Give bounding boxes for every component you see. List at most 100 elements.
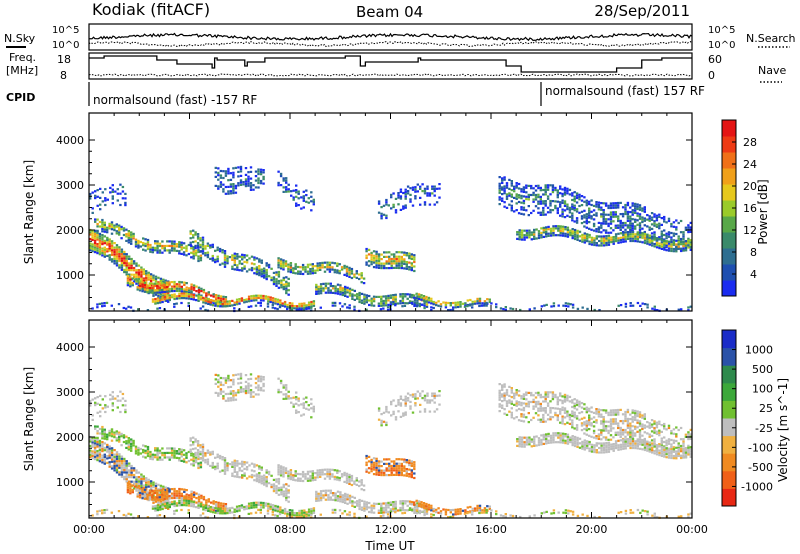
power-cell	[168, 244, 171, 247]
power-cell	[375, 255, 378, 258]
power-cell	[96, 234, 99, 237]
power-cell	[353, 298, 356, 301]
velocity-cell	[226, 464, 229, 467]
power-cell	[370, 302, 373, 305]
power-cell	[339, 286, 342, 289]
power-cell	[612, 211, 615, 214]
power-cell	[279, 184, 283, 187]
power-cell	[569, 231, 572, 234]
velocity-cell	[417, 502, 421, 505]
velocity-cell	[559, 399, 562, 402]
power-cell	[398, 255, 401, 258]
power-cell	[216, 302, 220, 305]
velocity-cell	[534, 405, 538, 408]
power-cell	[561, 195, 564, 198]
velocity-cell	[439, 512, 443, 515]
velocity-cell	[223, 461, 227, 464]
power-cell	[99, 208, 102, 211]
velocity-cell	[166, 502, 169, 505]
power-cell	[498, 176, 501, 179]
power-cell	[356, 293, 359, 296]
power-cell	[175, 249, 179, 252]
power-cell	[650, 223, 654, 226]
power-cell	[115, 248, 119, 251]
velocity-cell	[159, 500, 163, 503]
power-cell	[403, 262, 406, 265]
velocity-cell	[188, 496, 191, 499]
velocity-cell	[544, 411, 547, 414]
power-cell	[602, 218, 605, 221]
velocity-cell	[397, 410, 400, 413]
power-cell	[595, 237, 598, 240]
power-cell	[546, 211, 550, 214]
velocity-cell	[159, 491, 163, 494]
power-cell	[244, 182, 248, 185]
velocity-cell	[245, 505, 248, 508]
velocity-cell	[130, 471, 133, 474]
power-cell	[315, 288, 318, 291]
nsky-tick-top: 10^5	[52, 25, 79, 36]
power-cell	[189, 230, 192, 233]
power-cell	[454, 301, 457, 304]
power-cell	[621, 224, 625, 227]
power-cell	[593, 308, 596, 312]
power-cell	[510, 195, 513, 198]
velocity-cell	[110, 460, 114, 463]
velocity-cell	[185, 504, 188, 507]
velocity-cell	[301, 473, 305, 476]
power-cell	[287, 190, 290, 193]
power-cell	[581, 240, 584, 243]
velocity-cell	[372, 461, 376, 464]
velocity-cell	[280, 493, 283, 496]
power-cell	[604, 213, 608, 216]
velocity-cell	[259, 380, 263, 383]
power-cell	[302, 199, 305, 202]
velocity-cell	[96, 452, 99, 455]
power-cell	[520, 231, 524, 234]
velocity-cell	[115, 460, 119, 463]
power-cell	[154, 277, 158, 281]
velocity-cell	[207, 507, 210, 510]
velocity-cell	[262, 376, 265, 379]
velocity-cell	[132, 444, 135, 447]
velocity-cell	[238, 505, 241, 508]
power-cell	[390, 193, 393, 196]
power-cell	[116, 199, 119, 202]
power-cell	[311, 267, 314, 270]
power-cell	[533, 307, 536, 310]
velocity-cell	[327, 498, 330, 501]
velocity-cell	[247, 504, 251, 507]
velocity-cell	[115, 437, 118, 440]
power-cell	[528, 308, 531, 311]
velocity-cell	[513, 417, 516, 420]
velocity-cell	[534, 403, 538, 406]
power-cell	[142, 272, 145, 276]
power-cell	[612, 242, 615, 245]
velocity-cell	[385, 474, 388, 477]
power-cell	[137, 273, 141, 276]
velocity-cell	[432, 510, 435, 513]
velocity-cell	[241, 469, 244, 472]
power-cell	[233, 261, 236, 264]
velocity-cell	[292, 476, 295, 479]
power-cell	[226, 262, 229, 265]
velocity-cell	[178, 457, 181, 460]
power-cell	[126, 281, 130, 284]
power-cell	[401, 297, 405, 300]
power-cell	[605, 244, 608, 247]
power-cell	[277, 282, 281, 285]
velocity-cell	[501, 386, 504, 389]
power-cell	[156, 242, 159, 245]
velocity-cell	[197, 502, 200, 505]
power-cell	[226, 302, 229, 305]
power-cell	[363, 295, 366, 299]
power-cell	[580, 210, 584, 213]
power-cell	[527, 205, 530, 208]
power-cell	[631, 204, 634, 207]
velocity-cell	[255, 464, 259, 467]
velocity-cell	[120, 466, 124, 469]
velocity-cell	[277, 477, 281, 481]
power-cell	[306, 263, 310, 266]
power-cell	[600, 242, 603, 245]
velocity-cell	[227, 392, 230, 395]
